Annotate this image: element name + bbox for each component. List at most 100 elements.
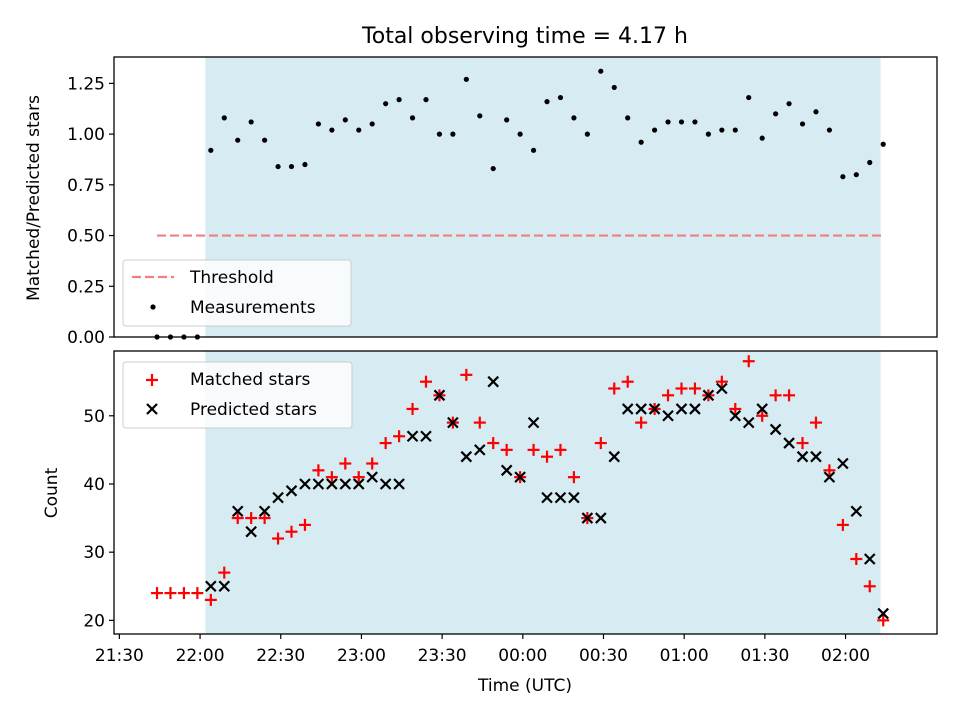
x-tick-label: 00:30 <box>579 646 628 666</box>
matched-stars-point <box>245 512 258 525</box>
measurement-point <box>678 119 685 125</box>
x-tick-label: 02:00 <box>821 646 870 666</box>
measurement-point <box>692 119 698 125</box>
matched-stars-point <box>809 416 822 429</box>
measurement-point <box>262 137 268 143</box>
measurement-point <box>665 119 671 125</box>
measurement-point <box>557 94 564 101</box>
matched-stars-point <box>688 382 701 395</box>
count-axis-ticks: 20 30 40 50 21:30 22:00 22:30 23:00 23:30 00:00 00… <box>83 407 870 666</box>
measurement-point <box>463 76 469 82</box>
matched-stars-point <box>204 593 217 606</box>
measurement-point <box>221 115 227 121</box>
predicted-stars-point <box>796 450 809 463</box>
matched-stars-point <box>298 518 311 531</box>
ratio-y-tick-label: 1.25 <box>67 74 105 94</box>
predicted-stars-point <box>285 485 298 497</box>
predicted-stars-point <box>810 450 822 463</box>
predicted-stars-point <box>769 423 782 436</box>
predicted-stars-point <box>689 403 701 415</box>
matched-stars-point <box>312 464 325 477</box>
predicted-stars-point <box>742 416 755 429</box>
threshold-legend-label: Threshold <box>189 268 274 288</box>
matched-stars-legend-label: Matched stars <box>190 370 310 390</box>
predicted-stars-point <box>702 389 715 402</box>
x-tick-label: 01:00 <box>660 646 709 666</box>
measurement-point <box>302 161 308 168</box>
matched-stars-point <box>850 552 863 565</box>
measurement-point <box>773 111 779 117</box>
predicted-stars-point <box>621 403 634 415</box>
matched-stars-point <box>608 382 621 395</box>
measurement-point <box>786 101 792 107</box>
measurement-point <box>208 147 214 153</box>
matched-stars-point <box>473 416 486 429</box>
x-tick-label: 23:00 <box>337 646 386 666</box>
measurement-point <box>477 113 483 119</box>
ratio-y-tick-label: 0.50 <box>67 227 105 247</box>
x-tick-label: 00:00 <box>498 646 547 666</box>
measurement-point <box>490 165 496 172</box>
measurement-point <box>705 131 711 137</box>
matched-stars-point <box>285 525 298 538</box>
matched-stars-point <box>567 471 580 484</box>
measurement-point <box>288 163 295 170</box>
predicted-stars-point <box>205 580 217 593</box>
measurement-point <box>329 127 335 133</box>
ratio-y-tick-label: 1.00 <box>67 125 105 145</box>
ratio-y-axis-ticks: 0.00 0.25 0.50 0.75 1.00 1.25 <box>67 74 114 348</box>
measurement-point <box>530 147 537 153</box>
predicted-stars-point <box>299 478 311 490</box>
predicted-stars-point <box>541 491 553 504</box>
measurements-legend-swatch <box>150 304 156 310</box>
matched-stars-point <box>783 389 796 402</box>
predicted-stars-point <box>366 471 378 483</box>
ratio-y-tick-label: 0.25 <box>67 277 105 297</box>
matched-stars-point <box>419 375 432 388</box>
matched-stars-point <box>339 457 352 470</box>
ratio-y-tick-label: 0.00 <box>67 328 105 348</box>
x-tick-label: 22:30 <box>256 646 305 666</box>
ratio-y-tick-label: 0.75 <box>67 176 105 196</box>
measurement-point <box>759 135 765 141</box>
measurement-point <box>638 139 644 145</box>
matched-stars-point <box>352 471 365 484</box>
predicted-stars-point <box>473 444 486 456</box>
measurement-point <box>315 121 322 127</box>
matched-stars-point <box>258 512 271 525</box>
matched-stars-point <box>675 382 688 395</box>
measurement-points <box>154 68 886 340</box>
matched-stars-point <box>231 512 244 525</box>
matched-stars-point <box>460 368 473 381</box>
x-tick-label: 21:30 <box>95 646 144 666</box>
matched-stars-point <box>366 457 379 470</box>
matched-stars-point <box>756 409 769 422</box>
matched-stars-point <box>729 402 742 415</box>
predicted-stars-point <box>527 416 540 429</box>
predicted-stars-point <box>514 471 526 483</box>
measurement-point <box>423 97 429 103</box>
predicted-stars-point <box>595 512 607 524</box>
measurement-point <box>342 117 348 123</box>
matched-stars-point <box>863 580 876 593</box>
x-axis-label: Time (UTC) <box>477 676 572 696</box>
matched-stars-point <box>594 437 607 450</box>
predicted-stars-point <box>447 416 459 429</box>
measurement-point <box>504 117 510 123</box>
measurement-point <box>625 115 631 121</box>
predicted-stars-point <box>406 430 419 443</box>
matched-stars-point <box>393 430 406 443</box>
predicted-stars-point <box>648 403 661 415</box>
measurement-point <box>611 84 617 91</box>
measurement-point <box>436 131 443 137</box>
predicted-stars-point <box>863 553 876 565</box>
matched-stars-point <box>500 443 513 456</box>
measurement-point <box>396 97 402 103</box>
matched-stars-point <box>769 389 782 402</box>
measurement-point <box>275 163 281 170</box>
count-y-axis-label: Count <box>42 467 62 518</box>
predicted-stars-point <box>783 437 795 449</box>
measurement-point <box>732 127 738 133</box>
predicted-stars-point <box>608 450 621 463</box>
measurement-point <box>826 127 833 133</box>
